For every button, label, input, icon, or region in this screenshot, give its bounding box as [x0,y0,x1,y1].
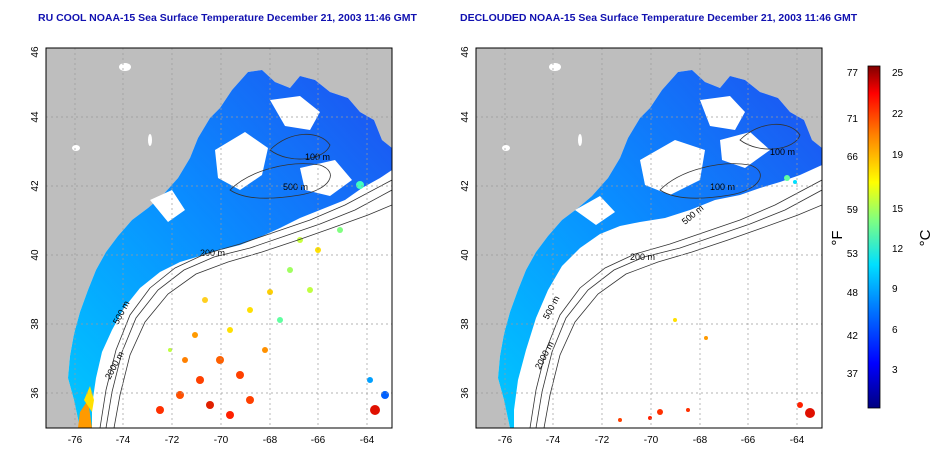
y-tick-label: 38 [460,318,471,330]
svg-text:42: 42 [847,331,859,342]
right-map-frame [475,47,823,429]
temperature-colorbar: 77 71 66 59 53 48 42 37 25 22 19 15 12 9… [829,65,934,409]
left-land [46,48,392,428]
svg-text:500 m: 500 m [283,182,308,192]
x-tick-label: -68 [693,435,708,446]
x-tick-label: -64 [790,435,805,446]
right-map-title: DECLOUDED NOAA-15 Sea Surface Temperatur… [460,12,858,24]
right-x-axis: -76 -74 -72 -70 -68 -66 -64 [498,435,805,446]
svg-text:3: 3 [892,365,898,376]
left-grid [46,48,392,428]
y-tick-label: 40 [30,249,41,261]
svg-text:25: 25 [892,68,904,79]
right-y-axis: 36 38 40 42 44 46 [460,46,471,399]
svg-text:48: 48 [847,288,859,299]
svg-text:71: 71 [847,114,859,125]
x-tick-label: -66 [741,435,756,446]
svg-text:66: 66 [847,152,859,163]
x-tick-label: -68 [263,435,278,446]
y-tick-label: 46 [30,46,41,58]
x-tick-label: -74 [546,435,561,446]
x-tick-label: -72 [595,435,610,446]
fahrenheit-ticks: 77 71 66 59 53 48 42 37 [847,68,859,380]
fahrenheit-unit-label: °F [829,230,846,245]
left-warm-speckles [156,181,389,419]
x-tick-label: -74 [116,435,131,446]
svg-text:100 m: 100 m [710,182,735,192]
x-tick-label: -64 [360,435,375,446]
svg-text:200 m: 200 m [200,248,225,258]
x-tick-label: -76 [498,435,513,446]
svg-text:12: 12 [892,244,904,255]
right-land [476,48,822,428]
x-tick-label: -70 [214,435,229,446]
svg-text:100 m: 100 m [305,152,330,162]
left-bathymetry-contours [99,133,392,428]
x-tick-label: -72 [165,435,180,446]
svg-text:15: 15 [892,204,904,215]
svg-text:53: 53 [847,249,859,260]
left-map-frame [45,47,393,429]
right-bathymetry-contours [529,123,822,428]
left-map-panel: 100 m 500 m 200 m 500 m 2000 m -76 -74 -… [30,46,393,446]
y-tick-label: 44 [460,111,471,123]
celsius-unit-label: °C [917,229,934,246]
svg-text:100 m: 100 m [770,147,795,157]
x-tick-label: -70 [644,435,659,446]
y-tick-label: 36 [460,387,471,399]
svg-text:59: 59 [847,205,859,216]
left-map-title: RU COOL NOAA-15 Sea Surface Temperature … [38,12,417,24]
svg-text:19: 19 [892,150,904,161]
celsius-ticks: 25 22 19 15 12 9 6 3 [892,68,904,376]
y-tick-label: 46 [460,46,471,58]
y-tick-label: 42 [30,180,41,192]
y-tick-label: 42 [460,180,471,192]
left-shelf-water [68,70,392,428]
right-grid [476,48,822,428]
svg-text:77: 77 [847,68,859,79]
right-map-panel: 100 m 100 m 500 m 200 m 500 m 2000 m -76… [460,46,823,446]
y-tick-label: 40 [460,249,471,261]
svg-text:200 m: 200 m [630,252,655,262]
left-x-axis: -76 -74 -72 -70 -68 -66 -64 [68,435,375,446]
y-tick-label: 44 [30,111,41,123]
y-tick-label: 36 [30,387,41,399]
colorbar-gradient [867,65,881,409]
x-tick-label: -66 [311,435,326,446]
y-tick-label: 38 [30,318,41,330]
left-y-axis: 36 38 40 42 44 46 [30,46,41,399]
svg-text:22: 22 [892,109,904,120]
x-tick-label: -76 [68,435,83,446]
svg-text:37: 37 [847,369,859,380]
svg-text:9: 9 [892,284,898,295]
svg-text:6: 6 [892,325,898,336]
